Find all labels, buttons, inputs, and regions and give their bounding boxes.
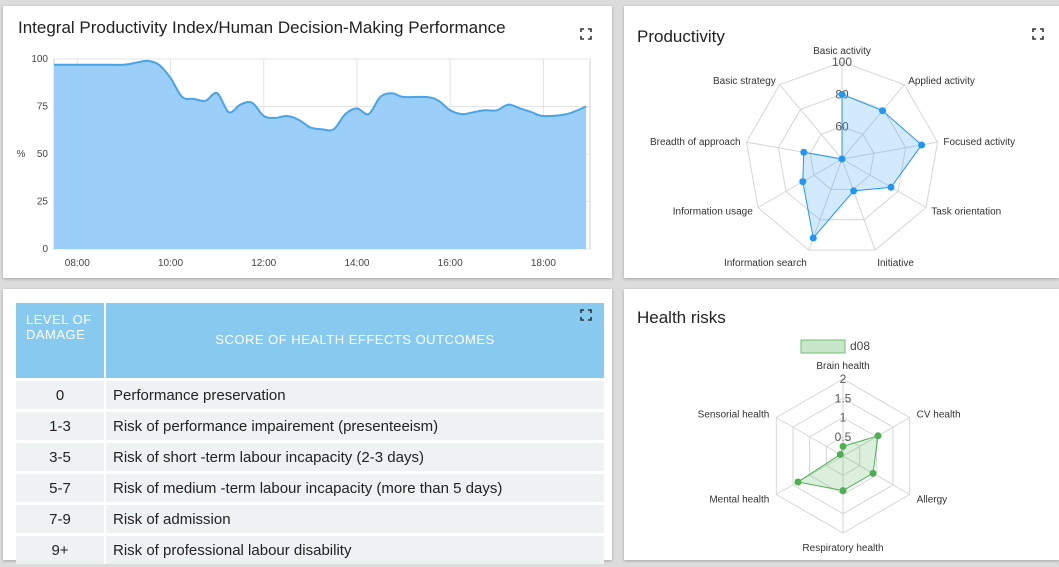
radar-spoke [841, 158, 927, 208]
damage-level-cell: 1-3 [16, 412, 104, 440]
radar-data-point [809, 234, 817, 242]
radar-tick-label: 0.5 [835, 430, 852, 444]
damage-level-cell: 3-5 [16, 443, 104, 471]
radar-data-point [879, 107, 887, 115]
radar-axis-label: Basic strategy [713, 76, 776, 87]
y-tick-label: 0 [42, 244, 48, 255]
radar-axis-label: Mental health [709, 495, 769, 506]
x-tick-label: 16:00 [438, 258, 463, 269]
expand-icon[interactable] [580, 309, 592, 321]
radar-data-point [874, 432, 882, 440]
productivity-area-chart: 0 25 50 75 100 08:00 10:00 12:00 14:00 16:00 18:00… [17, 54, 591, 269]
radar-spoke [776, 455, 844, 495]
table-header-row: LEVEL OF DAMAGE SCORE OF HEALTH EFFECTS … [16, 303, 604, 378]
radar-grid-ring [745, 61, 939, 251]
expand-icon[interactable] [1032, 28, 1044, 40]
level-of-damage-label: LEVEL OF DAMAGE [26, 312, 92, 342]
table-row: 7-9 Risk of admission [16, 505, 604, 533]
legend-label: d08 [850, 339, 870, 353]
radar-axis-label: Information search [724, 258, 807, 269]
radar-data-point [794, 478, 802, 486]
outcome-description-cell: Risk of short -term labour incapacity (2… [104, 443, 604, 471]
productivity-index-card: Integral Productivity Index/Human Decisi… [3, 6, 612, 278]
radar-data-area [802, 93, 923, 240]
radar-grid-ring [777, 93, 907, 221]
radar-data-point [800, 148, 808, 156]
outcome-description-cell: Risk of medium -term labour incapacity (… [104, 474, 604, 502]
y-tick-label: 25 [37, 197, 49, 208]
outcome-description-cell: Risk of admission [104, 505, 604, 533]
legend-swatch [800, 339, 846, 354]
score-header: SCORE OF HEALTH EFFECTS OUTCOMES [104, 303, 604, 378]
radar-data-point [836, 450, 844, 458]
level-of-damage-header: LEVEL OF DAMAGE [16, 303, 104, 378]
outcome-description-cell: Performance preservation [104, 381, 604, 409]
radar-axis-label: Brain health [816, 361, 869, 372]
radar-axis-label: Applied activity [908, 76, 975, 87]
y-axis-label: % [17, 149, 26, 160]
radar-tick-label: 100 [832, 55, 852, 69]
radar-axis-label: Allergy [917, 495, 948, 506]
radar-data-point [839, 487, 847, 495]
health-risks-card: Health risks 0.5 1 1.5 2 Brain health CV heal… [624, 289, 1059, 560]
score-header-label: SCORE OF HEALTH EFFECTS OUTCOMES [215, 331, 495, 347]
radar-axis-label: Information usage [673, 207, 753, 218]
x-tick-label: 18:00 [531, 258, 556, 269]
health-risks-title: Health risks [637, 308, 726, 327]
productivity-index-title: Integral Productivity Index/Human Decisi… [18, 18, 506, 37]
x-tick-label: 14:00 [344, 258, 369, 269]
radar-spoke [842, 455, 910, 495]
table-row: 0 Performance preservation [16, 381, 604, 409]
radar-axis-label: Focused activity [943, 137, 1015, 148]
radar-data-point [869, 469, 877, 477]
expand-icon[interactable] [580, 28, 592, 40]
radar-spoke [841, 84, 905, 160]
health-effects-table-card: LEVEL OF DAMAGE SCORE OF HEALTH EFFECTS … [3, 289, 612, 564]
productivity-radar-card: Productivity 6080100Basic activityApplie… [624, 6, 1059, 278]
x-tick-label: 10:00 [158, 258, 183, 269]
x-tick-label: 08:00 [65, 258, 90, 269]
radar-data-point [850, 187, 858, 195]
y-tick-label: 75 [37, 102, 49, 113]
radar-axis-label: Respiratory health [802, 543, 883, 554]
radar-data-point [838, 90, 846, 98]
damage-level-cell: 0 [16, 381, 104, 409]
area-fill [54, 60, 587, 250]
damage-level-cell: 9+ [16, 536, 104, 564]
radar-tick-label: 1 [840, 411, 847, 425]
table-row: 5-7 Risk of medium -term labour incapacit… [16, 474, 604, 502]
radar-data-point [799, 178, 807, 186]
radar-axis-label: CV health [917, 410, 961, 421]
radar-axis-label: Sensorial health [698, 410, 770, 421]
radar-data-point [838, 155, 846, 163]
table-row: 3-5 Risk of short -term labour incapacity… [16, 443, 604, 471]
health-effects-table: LEVEL OF DAMAGE SCORE OF HEALTH EFFECTS … [16, 300, 604, 567]
radar-spoke [841, 158, 876, 251]
area-line [53, 59, 587, 132]
radar-data-point [839, 442, 847, 450]
outcome-description-cell: Risk of performance impairement (present… [104, 412, 604, 440]
radar-axis-label: Basic activity [813, 46, 871, 57]
radar-tick-label: 2 [840, 372, 847, 386]
productivity-radar-title: Productivity [637, 27, 725, 46]
radar-data-point [887, 183, 895, 191]
radar-axis-label: Task orientation [931, 207, 1001, 218]
radar-axis-label: Initiative [877, 258, 914, 269]
radar-spoke [776, 417, 844, 457]
table-row: 1-3 Risk of performance impairement (pres… [16, 412, 604, 440]
y-tick-label: 100 [31, 54, 48, 65]
radar-axis-label: Breadth of approach [650, 137, 741, 148]
x-tick-label: 12:00 [251, 258, 276, 269]
y-tick-label: 50 [37, 149, 49, 160]
outcome-description-cell: Risk of professional labour disability [104, 536, 604, 564]
radar-grid-ring [809, 126, 875, 190]
radar-data-point [918, 141, 926, 149]
table-row: 9+ Risk of professional labour disability [16, 536, 604, 564]
damage-level-cell: 5-7 [16, 474, 104, 502]
radar-tick-label: 1.5 [835, 391, 852, 405]
radar-spoke [779, 84, 843, 160]
damage-level-cell: 7-9 [16, 505, 104, 533]
